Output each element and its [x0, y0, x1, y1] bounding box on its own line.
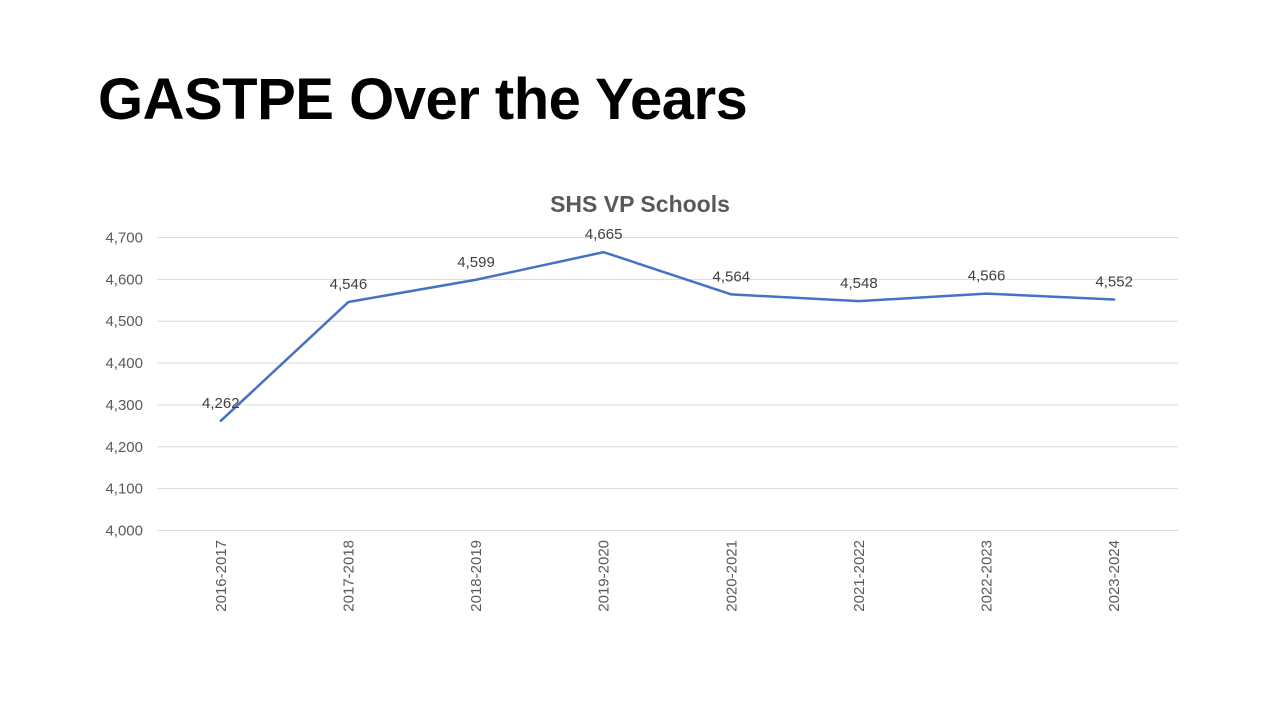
data-label: 4,566 [968, 268, 1006, 285]
y-tick-label: 4,100 [105, 481, 143, 498]
data-label: 4,665 [585, 226, 623, 243]
x-tick-label: 2018-2019 [468, 540, 485, 612]
x-axis-tick-labels: 2016-2017 2017-2018 2018-2019 2019-2020 2020… [213, 540, 1123, 612]
x-tick-label: 2020-2021 [723, 540, 740, 612]
data-label: 4,548 [840, 275, 878, 292]
y-axis-tick-labels: 4,000 4,100 4,200 4,300 4,400 4,500 4,600 4,700 [105, 230, 143, 540]
y-tick-label: 4,600 [105, 271, 143, 288]
y-tick-label: 4,300 [105, 397, 143, 414]
x-tick-label: 2019-2020 [596, 540, 613, 612]
chart-title: SHS VP Schools [550, 191, 730, 217]
y-tick-label: 4,500 [105, 313, 143, 330]
x-tick-label: 2017-2018 [340, 540, 357, 612]
data-label: 4,599 [457, 254, 495, 271]
x-tick-label: 2021-2022 [851, 540, 868, 612]
y-tick-label: 4,400 [105, 355, 143, 372]
x-tick-label: 2022-2023 [979, 540, 996, 612]
data-labels: 4,262 4,546 4,599 4,665 4,564 4,548 4,566 4,552 [202, 226, 1133, 412]
data-label: 4,564 [713, 268, 751, 285]
data-label: 4,546 [330, 276, 368, 293]
x-tick-label: 2023-2024 [1106, 540, 1123, 612]
x-tick-label: 2016-2017 [213, 540, 230, 612]
gridlines [157, 237, 1178, 531]
y-tick-label: 4,700 [105, 230, 143, 247]
series-group [219, 250, 1116, 423]
data-label: 4,262 [202, 395, 240, 412]
series-line [219, 250, 1116, 423]
y-tick-label: 4,000 [105, 523, 143, 540]
y-tick-label: 4,200 [105, 439, 143, 456]
data-label: 4,552 [1095, 273, 1133, 290]
slide-title: GASTPE Over the Years [98, 67, 748, 132]
